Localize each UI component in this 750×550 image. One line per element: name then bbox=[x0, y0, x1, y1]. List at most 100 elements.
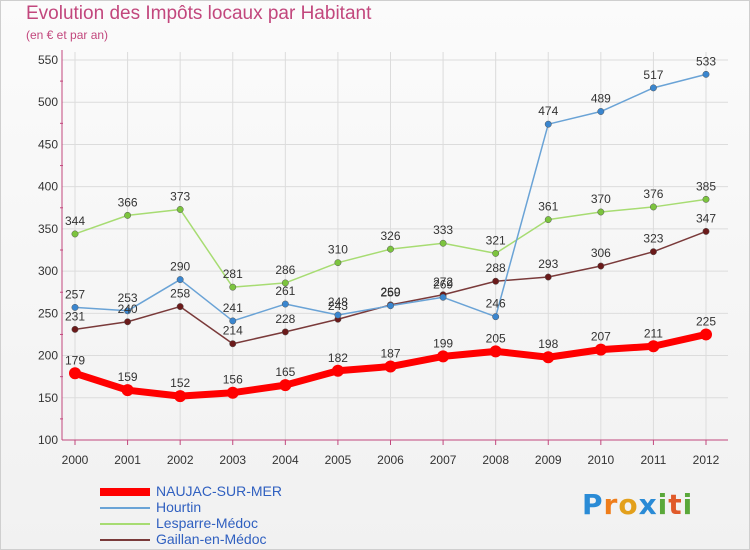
legend-label: NAUJAC-SUR-MER bbox=[156, 483, 282, 499]
data-label: 370 bbox=[591, 192, 611, 206]
data-label: 228 bbox=[275, 312, 295, 326]
data-label: 152 bbox=[170, 376, 190, 390]
data-label: 344 bbox=[65, 214, 85, 228]
data-point bbox=[439, 239, 447, 247]
x-tick-label: 2010 bbox=[587, 453, 614, 467]
y-tick-label: 150 bbox=[38, 391, 58, 405]
data-label: 231 bbox=[65, 309, 85, 323]
data-label: 533 bbox=[696, 54, 716, 68]
data-point bbox=[702, 195, 710, 203]
data-point bbox=[331, 364, 344, 377]
data-label: 253 bbox=[118, 291, 138, 305]
data-label: 333 bbox=[433, 223, 453, 237]
data-label: 310 bbox=[328, 243, 348, 257]
data-label: 361 bbox=[538, 200, 558, 214]
data-label: 261 bbox=[275, 284, 295, 298]
data-label: 246 bbox=[486, 297, 506, 311]
data-point bbox=[489, 345, 502, 358]
data-point bbox=[176, 303, 184, 311]
data-label: 272 bbox=[433, 275, 453, 289]
data-point bbox=[649, 248, 657, 256]
legend-label: Lesparre-Médoc bbox=[156, 515, 258, 531]
logo-letter: P bbox=[582, 488, 604, 521]
chart-subtitle: (en € et par an) bbox=[26, 28, 109, 42]
data-label: 288 bbox=[486, 261, 506, 275]
proxiti-logo: Proxiti bbox=[582, 488, 693, 521]
y-tick-label: 350 bbox=[38, 222, 58, 236]
data-label: 214 bbox=[223, 324, 243, 338]
legend-swatch bbox=[100, 539, 150, 541]
data-label: 385 bbox=[696, 179, 716, 193]
chart-title: Evolution des Impôts locaux par Habitant bbox=[26, 3, 372, 24]
data-point bbox=[647, 340, 660, 353]
data-label: 198 bbox=[538, 337, 558, 351]
data-point bbox=[594, 343, 607, 356]
data-point bbox=[439, 293, 447, 301]
data-point bbox=[544, 216, 552, 224]
data-label: 182 bbox=[328, 351, 348, 365]
data-point bbox=[387, 245, 394, 253]
data-label: 207 bbox=[591, 330, 611, 344]
x-tick-label: 2004 bbox=[272, 453, 299, 467]
data-point bbox=[124, 318, 132, 326]
x-tick-label: 2000 bbox=[62, 453, 89, 467]
y-tick-label: 100 bbox=[38, 433, 58, 447]
data-point bbox=[702, 70, 710, 78]
data-point bbox=[281, 279, 289, 287]
data-label: 159 bbox=[118, 370, 138, 384]
data-label: 323 bbox=[643, 232, 663, 246]
x-tick-label: 2008 bbox=[482, 453, 509, 467]
data-point bbox=[69, 367, 81, 380]
x-tick-label: 2012 bbox=[693, 453, 720, 467]
y-tick-label: 300 bbox=[38, 264, 58, 278]
data-label: 240 bbox=[118, 302, 138, 316]
data-point bbox=[700, 328, 712, 341]
data-label: 241 bbox=[223, 301, 243, 315]
y-tick-label: 450 bbox=[38, 137, 58, 151]
data-label: 286 bbox=[275, 263, 295, 277]
data-point bbox=[492, 277, 500, 285]
data-label: 156 bbox=[223, 373, 243, 387]
data-point bbox=[702, 227, 710, 235]
data-point bbox=[387, 302, 394, 310]
data-label: 260 bbox=[380, 285, 400, 299]
data-label: 187 bbox=[380, 347, 400, 361]
logo-letter: i bbox=[657, 488, 669, 521]
data-point bbox=[649, 203, 657, 211]
data-label: 205 bbox=[486, 331, 506, 345]
data-label: 347 bbox=[696, 211, 716, 225]
data-point bbox=[597, 262, 605, 270]
data-label: 376 bbox=[643, 187, 663, 201]
logo-letter: o bbox=[618, 488, 639, 521]
data-point bbox=[334, 259, 342, 267]
data-point bbox=[279, 379, 292, 392]
data-point bbox=[597, 208, 605, 216]
data-label: 293 bbox=[538, 257, 558, 271]
legend-swatch bbox=[100, 488, 150, 496]
x-tick-label: 2002 bbox=[167, 453, 194, 467]
data-label: 179 bbox=[65, 353, 85, 367]
x-tick-label: 2011 bbox=[641, 453, 667, 467]
logo-letter: x bbox=[638, 488, 658, 521]
data-label: 373 bbox=[170, 189, 190, 203]
logo-letter: t bbox=[668, 488, 683, 521]
data-point bbox=[229, 283, 237, 291]
data-label: 474 bbox=[538, 104, 558, 118]
data-label: 321 bbox=[486, 233, 506, 247]
data-point bbox=[176, 206, 184, 213]
data-point bbox=[281, 300, 289, 308]
legend-label: Hourtin bbox=[156, 499, 202, 515]
logo-letter: r bbox=[603, 488, 619, 521]
data-label: 225 bbox=[696, 314, 716, 328]
x-tick-label: 2003 bbox=[219, 453, 246, 467]
y-tick-label: 500 bbox=[38, 95, 58, 109]
y-tick-label: 250 bbox=[38, 306, 58, 320]
data-label: 366 bbox=[118, 195, 138, 209]
data-label: 290 bbox=[170, 260, 190, 274]
data-label: 489 bbox=[591, 92, 611, 106]
data-label: 517 bbox=[643, 68, 663, 82]
data-point bbox=[176, 276, 184, 284]
data-point bbox=[334, 311, 342, 319]
data-label: 248 bbox=[328, 295, 348, 309]
